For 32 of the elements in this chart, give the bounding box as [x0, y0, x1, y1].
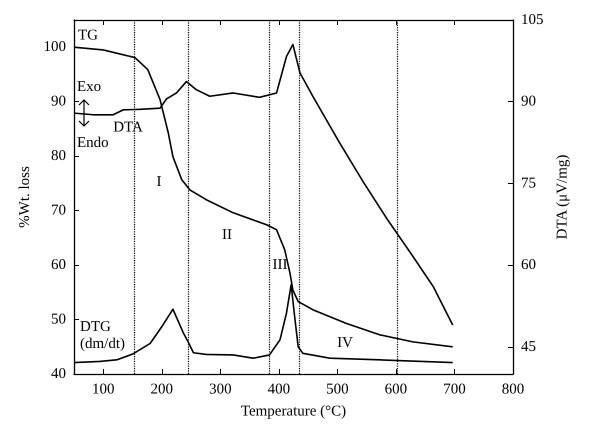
annotation: II — [222, 227, 232, 243]
x-tick-label: 500 — [326, 382, 349, 398]
y2-axis-title: DTA (μV/mg) — [554, 154, 570, 240]
x-tick-label: 400 — [268, 382, 290, 398]
y-tick-label: 90 — [51, 94, 66, 110]
annotation: I — [156, 174, 162, 190]
y-tick-label: 40 — [51, 366, 66, 382]
y-tick-label: 50 — [51, 312, 66, 328]
series-label: TG — [78, 28, 98, 44]
annotation: Exo — [77, 79, 102, 95]
series-label: DTG (dm/dt) — [80, 319, 125, 352]
legend-label: DTA — [113, 119, 144, 136]
x-axis-title: Temperature (°C) — [240, 404, 346, 420]
x-tick-label: 200 — [150, 382, 174, 398]
y-axis-title: %Wt. loss — [17, 166, 34, 228]
y2-tick-label: 75 — [521, 175, 536, 192]
y2-tick-label: 90 — [521, 94, 536, 110]
annotation: IV — [337, 335, 354, 351]
x-tick-label: 600 — [384, 382, 408, 398]
annotation: III — [272, 257, 288, 273]
annotation: Endo — [77, 135, 109, 151]
y-tick-label: 70 — [51, 202, 66, 219]
y-tick-label: 100 — [44, 39, 66, 56]
y-tick-label: 80 — [51, 148, 66, 164]
x-tick-label: 100 — [92, 382, 115, 398]
x-tick-label: 300 — [209, 382, 232, 398]
x-tick-label: 700 — [443, 382, 466, 398]
y-tick-label: 60 — [51, 257, 66, 274]
y2-tick-label: 60 — [521, 257, 536, 274]
y2-tick-label: 105 — [521, 12, 544, 28]
x-tick-label: 800 — [502, 382, 524, 398]
y2-tick-label: 45 — [521, 338, 536, 355]
